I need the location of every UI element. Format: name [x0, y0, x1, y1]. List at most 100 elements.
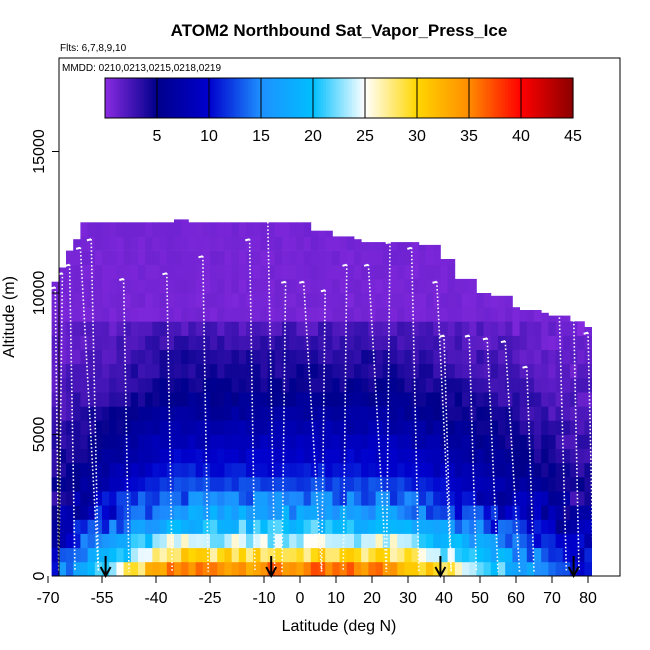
heatmap-cell	[519, 547, 528, 563]
heatmap-cell	[498, 406, 506, 421]
heatmap-cell	[332, 293, 340, 308]
heatmap-cell	[181, 533, 189, 549]
heatmap-cell	[138, 335, 146, 350]
heatmap-cell	[145, 278, 153, 294]
heatmap-cell	[454, 363, 463, 379]
colorbar-swatch	[445, 78, 449, 118]
heatmap-cell	[166, 377, 175, 393]
heatmap-cell	[174, 278, 182, 294]
heatmap-cell	[512, 533, 520, 549]
heatmap-cell	[310, 519, 319, 534]
heatmap-cell	[289, 434, 297, 449]
heatmap-cell	[361, 392, 369, 407]
heatmap-cell	[390, 448, 398, 464]
heatmap-cell	[469, 363, 477, 379]
heatmap-cell	[174, 377, 182, 393]
heatmap-cell	[166, 519, 175, 534]
heatmap-cell	[202, 363, 211, 379]
heatmap-cell	[73, 264, 81, 280]
heatmap-cell	[339, 392, 348, 407]
heatmap-cell	[397, 321, 405, 336]
heatmap-cell	[195, 519, 204, 534]
heatmap-cell	[253, 377, 261, 393]
heatmap-cell	[354, 264, 362, 280]
profile-level-leg	[162, 272, 168, 276]
heatmap-cell	[318, 434, 326, 449]
heatmap-cell	[462, 377, 470, 393]
heatmap-cell	[541, 392, 549, 407]
heatmap-cell	[526, 377, 535, 393]
heatmap-cell	[303, 363, 312, 379]
heatmap-cell	[181, 278, 189, 294]
heatmap-cell	[224, 250, 232, 266]
heatmap-cell	[526, 462, 535, 478]
heatmap-cell	[426, 406, 434, 421]
heatmap-cell	[310, 491, 319, 506]
heatmap-cell	[282, 462, 290, 478]
y-axis-label: Altitude (m)	[1, 276, 18, 358]
heatmap-cell	[555, 349, 564, 365]
profile-level-leg	[482, 337, 488, 341]
heatmap-cell	[224, 236, 232, 251]
heatmap-cell	[102, 533, 110, 549]
heatmap-cell	[274, 420, 283, 435]
heatmap-cell	[253, 547, 261, 563]
heatmap-cell	[145, 448, 153, 464]
colorbar-swatch	[528, 78, 532, 118]
heatmap-cell	[390, 491, 398, 506]
heatmap-cell	[534, 547, 542, 563]
heatmap-cell	[476, 519, 484, 534]
heatmap-cell	[418, 349, 427, 365]
heatmap-cell	[584, 434, 592, 449]
heatmap-cell	[519, 406, 528, 421]
heatmap-cell	[397, 561, 405, 577]
colorbar-tick-label: 10	[200, 128, 218, 145]
heatmap-cell	[303, 462, 312, 478]
heatmap-cell	[130, 278, 139, 294]
profile-level-leg	[432, 280, 438, 284]
heatmap-cell	[195, 406, 204, 421]
heatmap-cell	[94, 307, 103, 322]
heatmap-cell	[310, 321, 319, 336]
colorbar-swatch	[302, 78, 306, 118]
heatmap-cell	[490, 561, 499, 577]
heatmap-cell	[274, 293, 283, 308]
heatmap-cell	[260, 505, 268, 520]
heatmap-cell	[346, 335, 355, 350]
heatmap-cell	[440, 259, 448, 266]
heatmap-cell	[433, 244, 441, 251]
heatmap-cell	[224, 476, 232, 492]
heatmap-cell	[116, 377, 124, 393]
colorbar-swatch	[409, 78, 413, 118]
heatmap-cell	[548, 406, 556, 421]
heatmap-cell	[332, 349, 340, 365]
heatmap-cell	[102, 293, 110, 308]
heatmap-cell	[325, 321, 333, 336]
heatmap-cell	[390, 293, 398, 308]
heatmap-cell	[361, 406, 369, 421]
heatmap-cell	[80, 250, 88, 266]
heatmap-cell	[505, 476, 513, 492]
heatmap-cell	[94, 476, 103, 492]
colorbar-swatch	[185, 78, 189, 118]
colorbar-swatch	[120, 78, 124, 118]
heatmap-cell	[361, 476, 369, 492]
heatmap-cell	[519, 310, 528, 322]
heatmap-cell	[375, 547, 384, 563]
x-axis-label: Latitude (deg N)	[282, 618, 397, 635]
heatmap-cell	[210, 420, 218, 435]
heatmap-cell	[253, 250, 261, 266]
heatmap-cell	[433, 462, 441, 478]
colorbar-swatch	[450, 78, 454, 118]
heatmap-cell	[548, 547, 556, 563]
heatmap-cell	[354, 278, 362, 294]
heatmap-cell	[404, 293, 412, 308]
colorbar-swatch	[466, 78, 470, 118]
heatmap-cell	[152, 491, 160, 506]
heatmap-cell	[260, 222, 268, 237]
heatmap-cell	[346, 392, 355, 407]
heatmap-cell	[447, 321, 456, 336]
heatmap-cell	[584, 462, 592, 478]
heatmap-cell	[354, 321, 362, 336]
heatmap-cell	[116, 236, 124, 251]
